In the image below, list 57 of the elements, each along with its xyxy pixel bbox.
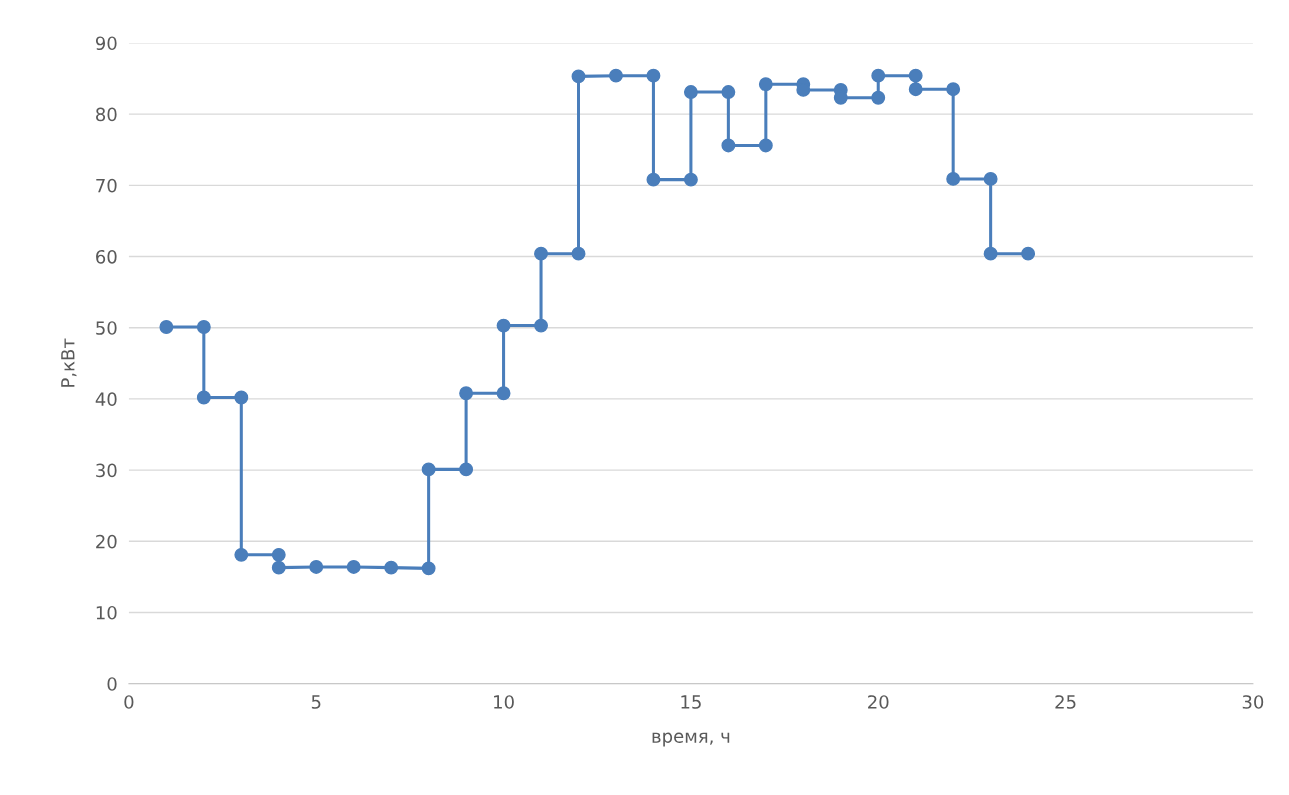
point — [571, 69, 586, 84]
point — [459, 462, 474, 477]
point — [683, 85, 698, 100]
x-tick-label: 0 — [124, 695, 134, 709]
point — [346, 559, 361, 574]
point — [758, 138, 773, 153]
point — [271, 547, 286, 562]
point — [908, 68, 923, 83]
point — [234, 390, 249, 405]
point — [646, 172, 661, 187]
point — [908, 82, 923, 97]
y-tick-label: 90 — [95, 36, 117, 51]
y-tick-label: 50 — [96, 321, 117, 335]
y-tick-label: 0 — [107, 677, 117, 691]
point — [609, 68, 623, 83]
point — [758, 77, 773, 92]
point — [946, 171, 961, 186]
point — [384, 560, 399, 575]
point — [721, 85, 736, 100]
point — [534, 246, 548, 261]
y-tick-label: 10 — [96, 605, 117, 620]
y-tick-label: 80 — [96, 107, 117, 122]
point — [421, 462, 436, 477]
point — [646, 68, 661, 83]
point — [196, 390, 211, 405]
x-tick-label: 30 — [1242, 695, 1264, 709]
x-tick-label: 20 — [868, 695, 889, 709]
point — [534, 318, 548, 333]
y-tick-label: 40 — [95, 392, 117, 407]
point — [459, 386, 474, 401]
point — [421, 561, 436, 576]
point — [496, 386, 511, 401]
point — [1021, 246, 1036, 261]
point — [683, 172, 698, 187]
point — [309, 559, 324, 574]
point — [871, 68, 886, 83]
point — [496, 318, 511, 333]
point — [571, 246, 586, 261]
x-tick-label: 25 — [1055, 695, 1076, 709]
point — [871, 90, 886, 105]
point — [159, 320, 174, 334]
y-tick-label: 70 — [96, 178, 117, 193]
point — [196, 320, 211, 334]
y-tick-label: 20 — [96, 534, 117, 549]
point — [983, 171, 998, 186]
point — [721, 138, 736, 153]
point — [946, 82, 961, 97]
x-tick-label: 10 — [494, 695, 514, 709]
y-axis-title: P,кВт — [61, 338, 77, 387]
point — [234, 547, 249, 562]
y-tick-label: 60 — [96, 249, 117, 264]
x-tick-label: 15 — [681, 695, 701, 709]
point — [983, 246, 998, 261]
x-tick-label: 5 — [311, 695, 321, 709]
point — [271, 560, 286, 575]
x-axis-title: время, ч — [652, 732, 730, 747]
y-tick-label: 30 — [96, 463, 117, 478]
